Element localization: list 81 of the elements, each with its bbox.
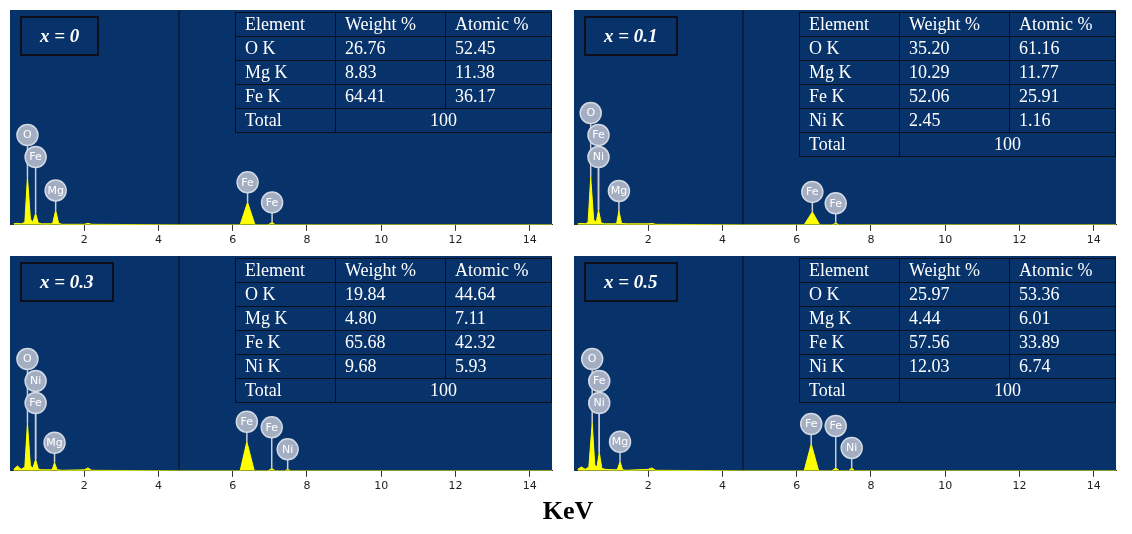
x-tick-label: 12: [1012, 479, 1027, 493]
text: Mg K 8.83 11.38: [245, 62, 495, 82]
text: Element Weight % Atomic %: [245, 14, 529, 34]
chart-title: x = 0.3: [20, 262, 114, 302]
annotation: Fe: [592, 128, 605, 142]
x-tick-label: 2: [80, 479, 88, 493]
x-tick-label: 4: [718, 233, 726, 247]
annotation: O: [587, 352, 597, 366]
text: Fe K 57.56 33.89: [809, 332, 1060, 352]
x-tick-label: 12: [448, 233, 463, 247]
annotation: O: [586, 106, 596, 120]
x-tick-label: 14: [1086, 233, 1101, 247]
x-tick-label: 8: [303, 479, 311, 493]
x-tick-label: 14: [522, 479, 537, 493]
x-tick-label: 2: [644, 233, 652, 247]
annotation: Fe: [806, 185, 819, 199]
annotation: Fe: [29, 150, 43, 164]
annotation: Mg: [46, 436, 63, 450]
annotation: Mg: [47, 183, 64, 197]
x-tick-label: 8: [303, 233, 311, 247]
annotation: Mg: [610, 184, 628, 198]
annotation: Ni: [29, 374, 42, 388]
annotation: Fe: [241, 175, 255, 189]
x-tick-label: 12: [1012, 233, 1027, 247]
annotation: Fe: [829, 196, 843, 210]
text: Total 100: [245, 380, 457, 400]
x-tick-label: 10: [938, 233, 953, 247]
annotation: Fe: [29, 396, 43, 410]
x-tick-label: 12: [448, 479, 463, 493]
x-tick-label: 2: [80, 233, 88, 247]
x-tick-label: 14: [1086, 479, 1101, 493]
x-tick-label: 4: [154, 233, 162, 247]
x-tick-label: 4: [718, 479, 726, 493]
text: Total 100: [809, 380, 1021, 400]
chart-title: x = 0.5: [584, 262, 678, 302]
text: Total 100: [809, 134, 1021, 154]
chart-title: x = 0.1: [584, 16, 678, 56]
text: Total 100: [245, 110, 457, 130]
text: Element Weight % Atomic %: [245, 260, 529, 280]
annotation: Ni: [846, 441, 858, 455]
text: O K 19.84 44.64: [245, 284, 496, 304]
x-tick-label: 10: [938, 479, 953, 493]
text: Ni K 12.03 6.74: [809, 356, 1051, 376]
annotation: O: [23, 352, 33, 366]
text: Fe K 64.41 36.17: [245, 86, 496, 106]
annotation: Fe: [240, 415, 254, 429]
x-tick-label: 2: [644, 479, 652, 493]
annotation: O: [23, 128, 33, 142]
annotation: Fe: [265, 420, 279, 434]
x-tick-label: 6: [229, 233, 237, 247]
text: Mg K 4.44 6.01: [809, 308, 1051, 328]
annotation: Fe: [829, 419, 843, 433]
text: O K 25.97 53.36: [809, 284, 1060, 304]
text: Mg K 4.80 7.11: [245, 308, 486, 328]
text: Ni K 9.68 5.93: [245, 356, 487, 376]
annotation: Ni: [592, 150, 605, 164]
text: Mg K 10.29 11.77: [809, 62, 1059, 82]
x-tick-label: 10: [374, 233, 389, 247]
x-tick-label: 8: [867, 233, 875, 247]
text: Fe K 65.68 42.32: [245, 332, 496, 352]
x-axis-title: KeV: [541, 496, 595, 526]
x-tick-label: 10: [374, 479, 389, 493]
x-tick-label: 6: [229, 479, 237, 493]
text: Element Weight % Atomic %: [809, 260, 1093, 280]
annotation: Fe: [804, 417, 818, 431]
chart-title: x = 0: [20, 16, 100, 56]
text: Element Weight % Atomic %: [809, 14, 1093, 34]
text: O K 35.20 61.16: [809, 38, 1060, 58]
annotation: Fe: [592, 374, 606, 388]
x-tick-label: 4: [154, 479, 162, 493]
x-tick-label: 6: [793, 233, 801, 247]
x-tick-label: 6: [793, 479, 801, 493]
text: Fe K 52.06 25.91: [809, 86, 1060, 106]
text: O K 26.76 52.45: [245, 38, 496, 58]
x-tick-label: 14: [522, 233, 537, 247]
annotation: Ni: [282, 442, 294, 456]
annotation: Mg: [611, 435, 629, 449]
annotation: Ni: [593, 396, 605, 410]
annotation: Fe: [265, 195, 279, 209]
text: Ni K 2.45 1.16: [809, 110, 1051, 130]
x-tick-label: 8: [867, 479, 875, 493]
